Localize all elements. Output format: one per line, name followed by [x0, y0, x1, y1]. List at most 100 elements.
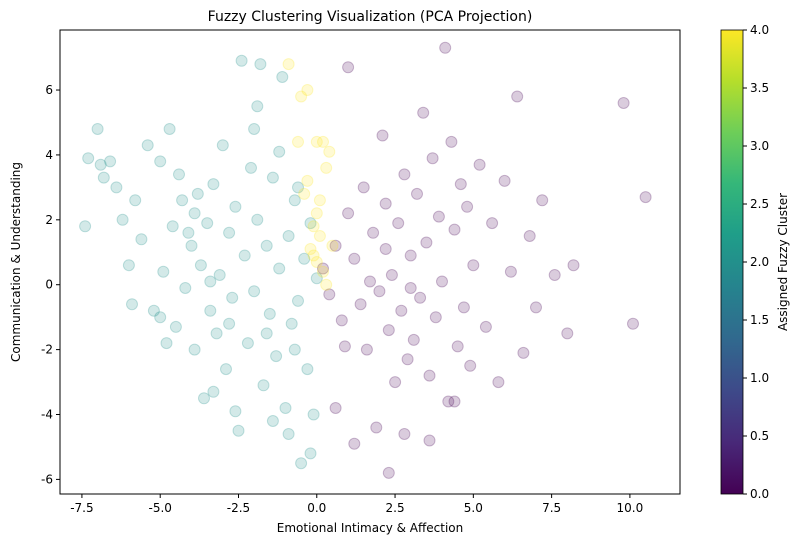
data-point-cluster-4 [307, 249, 320, 262]
data-point-cluster-2 [223, 317, 236, 330]
colorbar-tick-label: 1.5 [750, 313, 769, 327]
data-point-cluster-0 [511, 90, 524, 103]
data-point-cluster-0 [354, 298, 367, 311]
data-point-cluster-2 [188, 343, 201, 356]
y-tick-label: -6 [41, 472, 53, 486]
data-point-cluster-4 [317, 135, 329, 148]
x-tick-label: 7.5 [542, 501, 561, 515]
data-point-cluster-2 [116, 213, 129, 226]
data-point-cluster-2 [126, 298, 138, 311]
data-point-cluster-2 [276, 71, 289, 83]
data-point-cluster-2 [204, 275, 217, 288]
data-point-cluster-0 [432, 210, 445, 223]
data-point-cluster-0 [492, 376, 505, 389]
data-point-cluster-0 [436, 275, 448, 288]
data-point-cluster-0 [426, 152, 439, 165]
data-point-cluster-0 [348, 437, 361, 450]
data-point-cluster-0 [395, 304, 408, 317]
x-tick-label: 10.0 [617, 501, 644, 515]
data-point-cluster-2 [245, 161, 257, 174]
data-point-cluster-0 [561, 327, 574, 340]
data-point-cluster-2 [223, 226, 236, 239]
data-point-cluster-0 [348, 252, 361, 265]
data-point-cluster-0 [448, 223, 461, 236]
data-point-cluster-2 [232, 424, 245, 437]
data-point-cluster-2 [157, 265, 170, 278]
data-point-cluster-2 [304, 217, 317, 230]
colorbar-label: Assigned Fuzzy Cluster [776, 193, 790, 331]
data-point-cluster-2 [182, 226, 195, 239]
data-point-cluster-2 [207, 385, 220, 398]
data-point-cluster-2 [257, 379, 270, 392]
data-point-cluster-0 [448, 395, 461, 408]
y-axis-label: Communication & Understanding [9, 162, 23, 362]
data-point-cluster-2 [310, 272, 323, 285]
data-point-cluster-2 [160, 337, 173, 350]
data-point-cluster-2 [254, 58, 267, 71]
data-point-cluster-2 [248, 285, 261, 298]
colorbar-tick-label: 2.5 [750, 197, 769, 211]
data-point-cluster-0 [414, 291, 427, 304]
data-point-cluster-4 [298, 187, 311, 200]
data-point-cluster-2 [129, 194, 142, 207]
data-point-cluster-0 [329, 402, 342, 414]
data-point-cluster-0 [317, 262, 329, 275]
data-point-cluster-0 [389, 376, 402, 389]
plot-frame [59, 29, 681, 495]
data-point-cluster-2 [251, 213, 264, 226]
data-point-cluster-4 [307, 220, 320, 233]
data-point-cluster-2 [79, 220, 92, 233]
data-point-cluster-2 [229, 200, 242, 213]
colorbar-tick-label: 4.0 [750, 23, 769, 37]
data-point-cluster-2 [198, 392, 210, 405]
data-point-cluster-0 [329, 239, 342, 252]
data-point-cluster-2 [251, 100, 264, 113]
data-point-cluster-0 [379, 243, 392, 255]
data-point-cluster-2 [163, 123, 176, 135]
data-point-cluster-2 [201, 217, 214, 230]
data-point-cluster-2 [169, 320, 182, 333]
data-point-cluster-2 [260, 327, 273, 340]
data-point-cluster-2 [191, 187, 204, 200]
data-point-cluster-4 [292, 135, 304, 148]
data-point-cluster-2 [282, 230, 295, 242]
data-point-cluster-2 [301, 363, 314, 376]
colorbar-tick-label: 3.5 [750, 81, 769, 95]
data-point-cluster-0 [379, 197, 392, 210]
x-tick-label: -2.5 [227, 501, 250, 515]
data-point-cluster-0 [420, 236, 433, 249]
data-point-cluster-2 [307, 408, 320, 421]
data-point-cluster-0 [370, 421, 383, 434]
data-point-cluster-4 [320, 161, 333, 174]
data-point-cluster-2 [288, 194, 301, 207]
data-point-cluster-2 [273, 262, 286, 275]
data-point-cluster-0 [411, 187, 423, 200]
colorbar-tick-label: 3.0 [750, 139, 769, 153]
data-point-cluster-0 [429, 311, 442, 324]
data-point-cluster-0 [335, 314, 348, 327]
data-point-cluster-2 [292, 181, 304, 194]
data-point-cluster-2 [194, 259, 207, 272]
data-point-cluster-0 [342, 207, 355, 220]
data-point-cluster-0 [445, 135, 458, 148]
data-point-cluster-0 [367, 226, 380, 239]
data-point-cluster-0 [323, 288, 336, 301]
data-point-cluster-2 [154, 311, 167, 324]
data-point-cluster-0 [530, 301, 542, 314]
data-point-cluster-2 [292, 294, 304, 307]
data-point-cluster-0 [401, 353, 414, 366]
data-point-cluster-4 [295, 90, 308, 103]
data-point-cluster-2 [213, 269, 226, 281]
data-point-cluster-0 [457, 301, 470, 314]
data-point-cluster-0 [423, 369, 436, 382]
data-point-cluster-2 [104, 155, 117, 168]
x-tick-label: -5.0 [148, 501, 171, 515]
data-point-cluster-2 [135, 233, 148, 246]
data-point-cluster-0 [627, 317, 639, 330]
data-point-cluster-0 [392, 217, 405, 230]
data-point-cluster-2 [266, 415, 279, 427]
data-point-cluster-0 [454, 178, 467, 191]
data-point-cluster-2 [141, 139, 154, 152]
data-point-cluster-2 [226, 291, 239, 304]
data-point-cluster-4 [317, 265, 329, 278]
